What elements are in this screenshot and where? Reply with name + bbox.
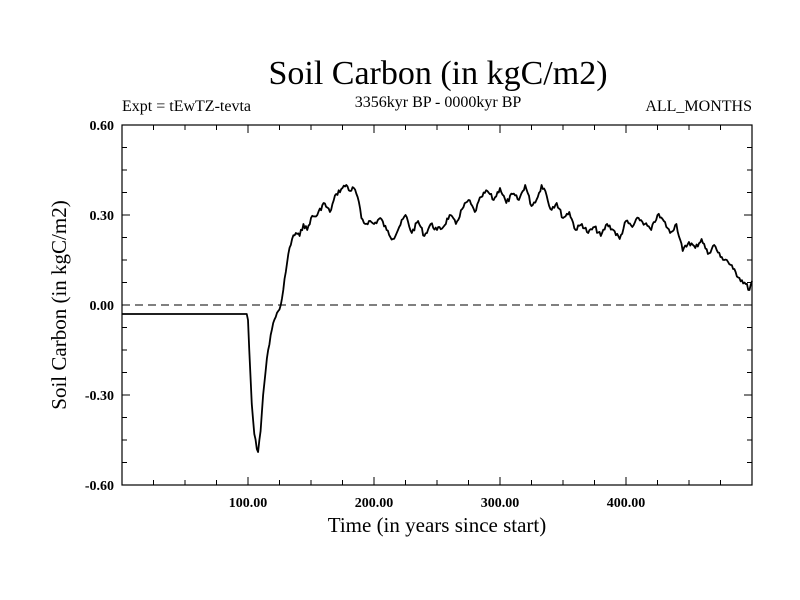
experiment-label: Expt = tEwTZ-tevta (122, 98, 251, 115)
chart-title: Soil Carbon (in kgC/m2) (268, 55, 607, 92)
y-tick-label: -0.60 (85, 479, 114, 494)
x-tick-label: 400.00 (607, 496, 646, 511)
period-label: ALL_MONTHS (645, 98, 752, 115)
y-axis-title: Soil Carbon (in kgC/m2) (47, 200, 71, 409)
y-tick-label: 0.30 (90, 209, 115, 224)
x-axis-title: Time (in years since start) (328, 513, 547, 537)
y-tick-label: -0.30 (85, 389, 114, 404)
x-tick-label: 300.00 (481, 496, 520, 511)
tick-labels: 100.00 200.00 300.00 400.00 0.60 0.30 0.00 -0.3… (85, 119, 645, 511)
series-line-soil-carbon (122, 184, 753, 453)
plot-area (121, 124, 753, 486)
x-tick-label: 100.00 (229, 496, 268, 511)
axis-ticks (122, 125, 752, 485)
x-tick-label: 200.00 (355, 496, 394, 511)
time-range-subtitle: 3356kyr BP - 0000kyr BP (355, 94, 522, 111)
y-tick-label: 0.60 (90, 119, 115, 134)
y-tick-label: 0.00 (90, 299, 115, 314)
